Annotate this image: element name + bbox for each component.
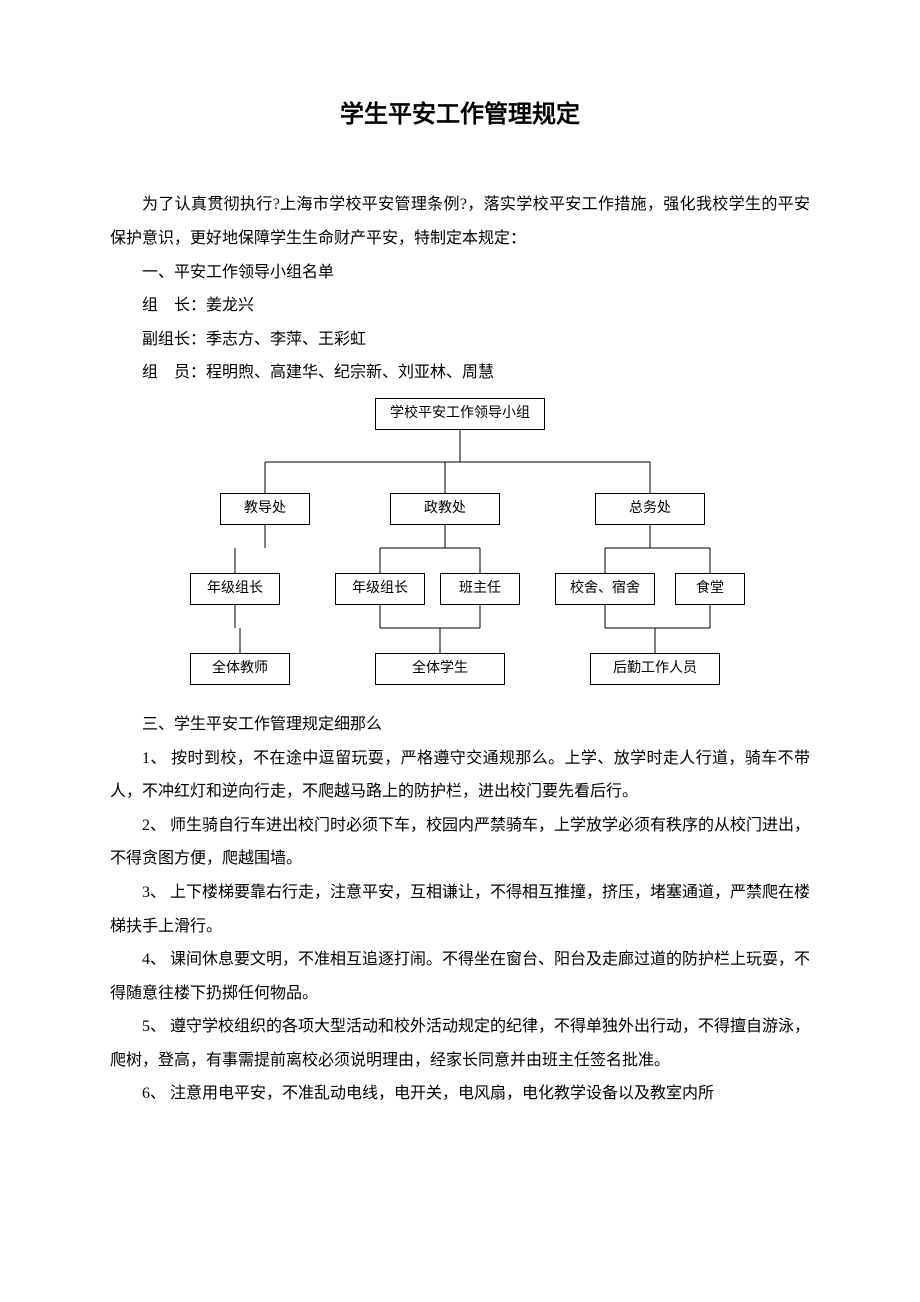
org-node-nj1: 年级组长 (190, 573, 280, 605)
rule-5: 5、 遵守学校组织的各项大型活动和校外活动规定的纪律，不得单独外出行动，不得擅自… (110, 1010, 810, 1077)
org-node-xsss: 校舍、宿舍 (555, 573, 655, 605)
org-node-zongwu: 总务处 (595, 493, 705, 525)
org-node-nj2: 年级组长 (335, 573, 425, 605)
org-node-qtjs: 全体教师 (190, 653, 290, 685)
org-node-st: 食堂 (675, 573, 745, 605)
org-node-jiaodao: 教导处 (220, 493, 310, 525)
intro-paragraph: 为了认真贯彻执行?上海市学校平安管理条例?，落实学校平安工作措施，强化我校学生的… (110, 188, 810, 255)
member-line: 组 员：程明煦、高建华、纪宗新、刘亚林、周慧 (110, 356, 810, 390)
org-node-qtxs: 全体学生 (375, 653, 505, 685)
rule-6: 6、 注意用电平安，不准乱动电线，电开关，电风扇，电化教学设备以及教室内所 (110, 1077, 810, 1111)
page-title: 学生平安工作管理规定 (110, 90, 810, 140)
rule-1: 1、 按时到校，不在途中逗留玩耍，严格遵守交通规那么。上学、放学时走人行道，骑车… (110, 742, 810, 809)
org-node-bzr: 班主任 (440, 573, 520, 605)
vice-leader-line: 副组长：季志方、李萍、王彩虹 (110, 323, 810, 357)
leader-line: 组 长：姜龙兴 (110, 289, 810, 323)
section-1-heading: 一、平安工作领导小组名单 (110, 256, 810, 290)
org-node-zhengj: 政教处 (390, 493, 500, 525)
rule-3: 3、 上下楼梯要靠右行走，注意平安，互相谦让，不得相互推撞，挤压，堵塞通道，严禁… (110, 876, 810, 943)
rule-2: 2、 师生骑自行车进出校门时必须下车，校园内严禁骑车，上学放学必须有秩序的从校门… (110, 809, 810, 876)
org-node-hq: 后勤工作人员 (590, 653, 720, 685)
section-3-heading: 三、学生平安工作管理规定细那么 (110, 708, 810, 742)
rule-4: 4、 课间休息要文明，不准相互追逐打闹。不得坐在窗台、阳台及走廊过道的防护栏上玩… (110, 943, 810, 1010)
org-chart: 学校平安工作领导小组教导处政教处总务处年级组长年级组长班主任校舍、宿舍食堂全体教… (160, 398, 760, 708)
org-node-root: 学校平安工作领导小组 (375, 398, 545, 430)
